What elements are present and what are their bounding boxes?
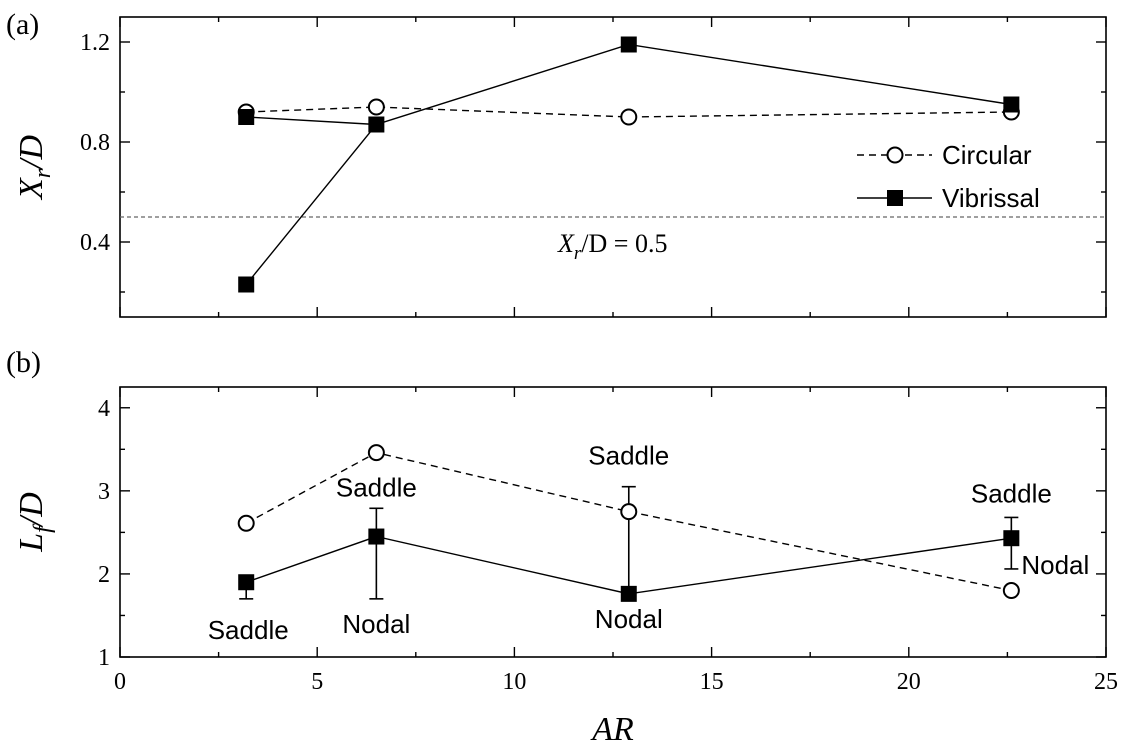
x-tick-label: 0 (114, 669, 126, 695)
y-tick-label: 1 (98, 645, 110, 671)
panel-label: (a) (6, 8, 39, 41)
annotation-nodal: Nodal (1021, 550, 1089, 580)
vibrissal-line (245, 535, 1012, 595)
annotation-saddle: Saddle (971, 478, 1052, 508)
panel-a: 0.40.81.2(a)Xr/DXr/D = 0.5 (6, 8, 1107, 318)
vibrissal-point (620, 36, 637, 53)
ref-label-sub: r (574, 243, 582, 264)
vibrissal-line-secondary (246, 116, 377, 126)
y-axis-title-sub: r (30, 168, 56, 178)
vibrissal-point (1003, 530, 1020, 547)
x-axis-title: AR (590, 711, 634, 748)
ref-label-rest: /D = 0.5 (581, 229, 667, 258)
annotation-saddle: Saddle (588, 441, 669, 471)
legend-vibrissal-label: Vibrissal (942, 183, 1040, 213)
vibrissal-point (620, 585, 637, 602)
y-tick-label: 1.2 (80, 30, 110, 56)
x-tick-label: 10 (502, 669, 526, 695)
vibrissal-point (238, 109, 255, 125)
vibrissal-point (1003, 96, 1020, 113)
y-tick-label: 3 (98, 479, 110, 505)
annotation-saddle: Saddle (336, 472, 417, 502)
vibrissal-line (245, 43, 1012, 285)
legend: Circular Vibrissal (857, 140, 1040, 213)
circular-point (620, 108, 638, 126)
circular-point (237, 514, 255, 532)
legend-circular-label: Circular (942, 140, 1032, 170)
annotation-nodal: Nodal (342, 609, 410, 639)
annotation-nodal: Nodal (595, 604, 663, 634)
y-tick-label: 2 (98, 562, 110, 588)
x-tick-label: 15 (700, 669, 724, 695)
y-axis-title-rest: /D (13, 492, 50, 528)
panel-b: 1 2 3 4 (b) Lf/D Saddle Nodal Saddle Saddle Nodal S… (6, 346, 1118, 695)
ref-label-base: X (557, 229, 575, 258)
vibrissal-point (238, 574, 255, 591)
vibrissal-point (368, 116, 385, 133)
y-axis-title-sub: f (30, 523, 56, 533)
y-axis-title-base: L (13, 533, 50, 553)
x-tick-label: 20 (897, 669, 921, 695)
reference-line-label: Xr/D = 0.5 (557, 229, 667, 264)
y-tick-label: 0.8 (80, 130, 110, 156)
y-axis-title: Lf/D (13, 492, 56, 553)
y-tick-label: 4 (98, 396, 110, 422)
legend-vibrissal-marker (887, 190, 903, 206)
y-axis-title-base: X (13, 177, 50, 201)
circular-point (367, 444, 385, 462)
circular-point (1002, 582, 1020, 600)
circular-line (246, 106, 1012, 118)
panel-label: (b) (6, 346, 41, 379)
y-axis-title-rest: /D (13, 134, 50, 170)
circular-point (367, 98, 385, 116)
legend-circular-marker (886, 146, 904, 164)
y-axis-title: Xr/D (13, 134, 56, 201)
annotation-saddle: Saddle (208, 615, 289, 645)
x-tick-label: 25 (1094, 669, 1118, 695)
vibrissal-point (238, 276, 255, 293)
vibrissal-point (368, 528, 385, 545)
circular-point (620, 503, 638, 521)
x-tick-label: 5 (311, 669, 323, 695)
y-tick-label: 0.4 (80, 230, 110, 256)
circular-line (245, 451, 1012, 592)
